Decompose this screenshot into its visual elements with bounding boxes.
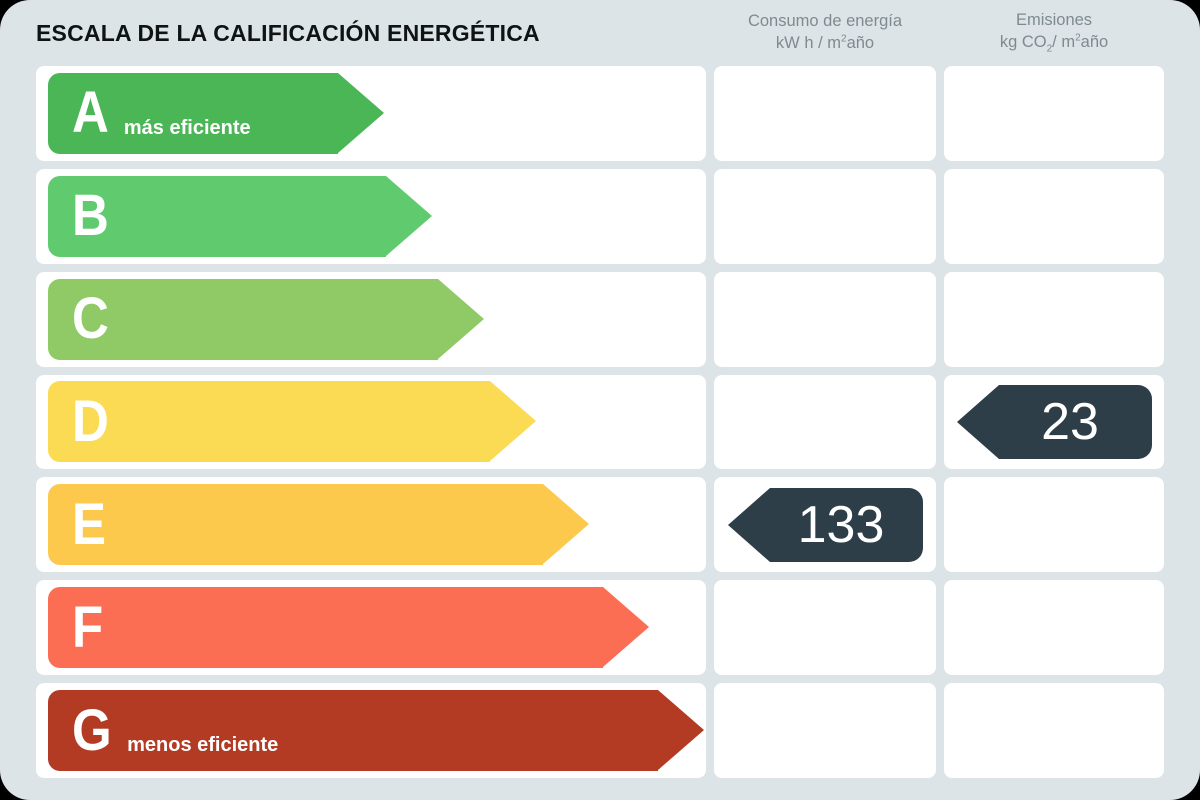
emissions-unit: kg CO2/ m2año bbox=[999, 32, 1109, 55]
emissions-cell-d: 23 bbox=[944, 374, 1164, 470]
rating-arrow-f: F bbox=[48, 587, 649, 669]
scale-cell-b: B bbox=[36, 168, 706, 264]
consumption-cell-f bbox=[714, 580, 936, 676]
emissions-cell-f bbox=[944, 580, 1164, 676]
rating-scale-grid: A más eficiente B bbox=[36, 66, 1164, 778]
consumption-value: 133 bbox=[769, 487, 923, 562]
consumption-cell-a bbox=[714, 66, 936, 161]
rating-letter-b: B bbox=[72, 183, 109, 249]
consumption-value-arrow: 133 bbox=[727, 487, 923, 562]
rating-arrow-f-body: F bbox=[48, 587, 603, 669]
rating-arrow-d-body: D bbox=[48, 381, 490, 463]
rating-row-c: C bbox=[36, 271, 1164, 367]
scale-cell-f: F bbox=[36, 580, 706, 676]
rating-arrow-d-tip bbox=[490, 381, 536, 462]
rating-arrow-a-body: A más eficiente bbox=[48, 72, 338, 154]
consumption-cell-g bbox=[714, 683, 936, 778]
least-efficient-label: menos eficiente bbox=[127, 734, 279, 757]
rating-row-e: E 133 bbox=[36, 477, 1164, 573]
rating-arrow-c: C bbox=[48, 278, 484, 360]
rating-arrow-e-body: E bbox=[48, 484, 543, 566]
emissions-value: 23 bbox=[998, 384, 1152, 459]
rating-arrow-a: A más eficiente bbox=[48, 72, 384, 154]
rating-arrow-c-tip bbox=[438, 278, 484, 359]
emissions-value-arrow-tip bbox=[956, 384, 999, 459]
rating-row-f: F bbox=[36, 580, 1164, 676]
emissions-cell-b bbox=[944, 168, 1164, 264]
page-title: ESCALA DE LA CALIFICACIÓN ENERGÉTICA bbox=[36, 19, 540, 46]
consumption-cell-b bbox=[714, 168, 936, 264]
consumption-unit: kW h / m2año bbox=[775, 33, 875, 53]
rating-arrow-g-tip bbox=[658, 690, 704, 771]
rating-arrow-b-tip bbox=[386, 175, 432, 256]
column-header-consumption: Consumo de energía kW h / m2año bbox=[714, 11, 936, 54]
rating-arrow-d: D bbox=[48, 381, 536, 463]
scale-cell-d: D bbox=[36, 374, 706, 470]
emissions-cell-e bbox=[944, 477, 1164, 573]
emissions-cell-g bbox=[944, 683, 1164, 778]
rating-arrow-e: E bbox=[48, 484, 589, 566]
rating-row-b: B bbox=[36, 168, 1164, 264]
rating-letter-c: C bbox=[72, 286, 109, 352]
rating-row-a: A más eficiente bbox=[36, 66, 1164, 161]
header: ESCALA DE LA CALIFICACIÓN ENERGÉTICA Con… bbox=[36, 0, 1164, 66]
rating-arrow-e-tip bbox=[543, 484, 589, 565]
scale-cell-c: C bbox=[36, 271, 706, 367]
rating-letter-f: F bbox=[72, 594, 104, 660]
scale-cell-e: E bbox=[36, 477, 706, 573]
emissions-cell-a bbox=[944, 66, 1164, 161]
rating-row-g: G menos eficiente bbox=[36, 683, 1164, 778]
emissions-value-arrow: 23 bbox=[956, 384, 1152, 459]
rating-letter-e: E bbox=[72, 491, 107, 557]
rating-arrow-c-body: C bbox=[48, 278, 438, 360]
rating-arrow-f-tip bbox=[603, 587, 649, 668]
rating-arrow-b: B bbox=[48, 175, 432, 257]
emissions-cell-c bbox=[944, 271, 1164, 367]
rating-arrow-g-body: G menos eficiente bbox=[48, 690, 658, 772]
consumption-header-line1: Consumo de energía bbox=[747, 12, 903, 31]
consumption-cell-c bbox=[714, 271, 936, 367]
consumption-cell-d bbox=[714, 374, 936, 470]
most-efficient-label: más eficiente bbox=[123, 116, 251, 139]
column-header-emissions: Emisiones kg CO2/ m2año bbox=[944, 10, 1164, 55]
emissions-header-line1: Emisiones bbox=[1015, 11, 1093, 30]
rating-row-d: D 23 bbox=[36, 374, 1164, 470]
scale-cell-a: A más eficiente bbox=[36, 66, 706, 161]
scale-cell-g: G menos eficiente bbox=[36, 683, 706, 778]
consumption-cell-e: 133 bbox=[714, 477, 936, 573]
rating-letter-a: A bbox=[72, 80, 109, 146]
rating-arrow-a-tip bbox=[338, 72, 384, 153]
consumption-value-arrow-tip bbox=[727, 487, 770, 562]
rating-letter-g: G bbox=[72, 697, 112, 763]
rating-arrow-b-body: B bbox=[48, 175, 386, 257]
rating-arrow-g: G menos eficiente bbox=[48, 690, 704, 772]
rating-letter-d: D bbox=[72, 388, 109, 454]
